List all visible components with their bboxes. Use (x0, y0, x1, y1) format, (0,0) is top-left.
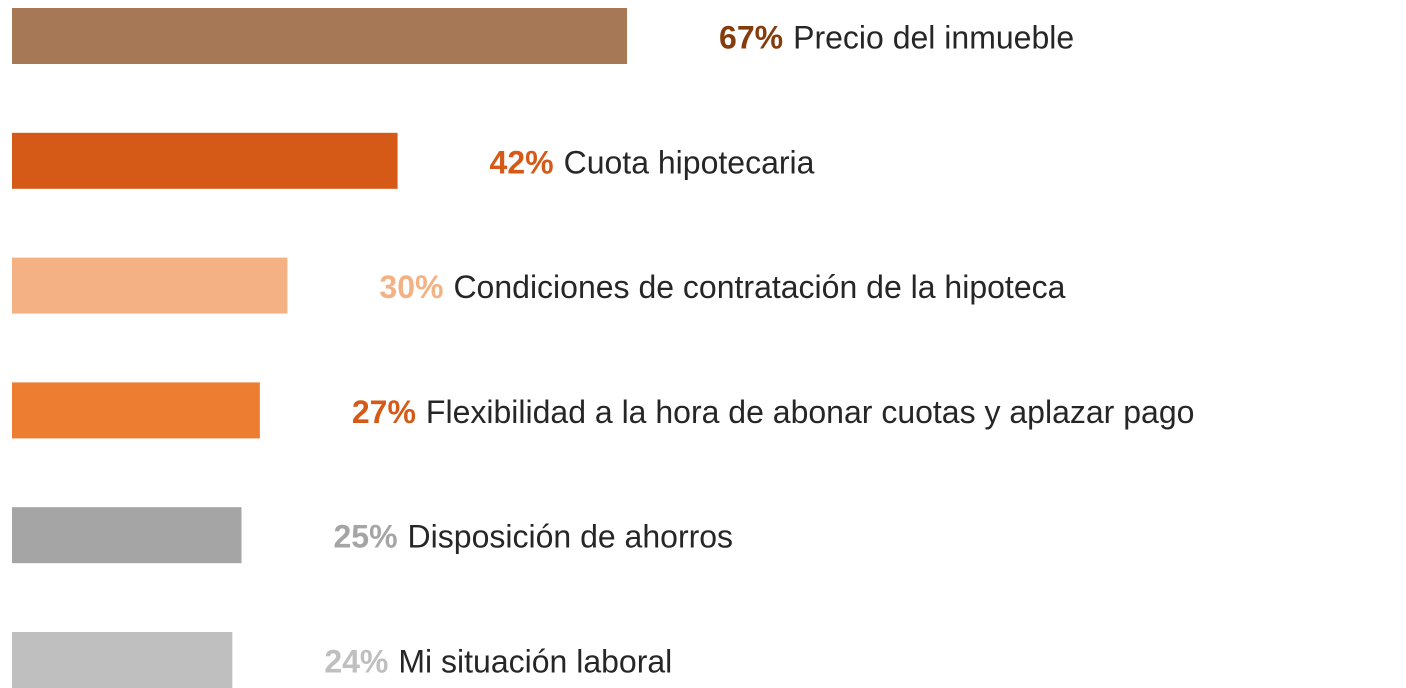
category-label: Condiciones de contratación de la hipote… (453, 269, 1065, 305)
category-label: Cuota hipotecaria (564, 144, 815, 180)
category-label: Mi situación laboral (398, 643, 672, 679)
bar (12, 382, 260, 439)
category-label: Precio del inmueble (793, 19, 1074, 55)
category-label: Flexibilidad a la hora de abonar cuotas … (426, 394, 1195, 430)
value-label: 42% (490, 144, 554, 180)
bar (12, 257, 288, 314)
value-label: 67% (719, 19, 783, 55)
bar (12, 632, 233, 688)
value-label: 30% (379, 269, 443, 305)
value-label: 24% (324, 643, 388, 679)
value-label: 25% (334, 519, 398, 555)
bar (12, 507, 242, 564)
category-label: Disposición de ahorros (408, 519, 734, 555)
bar (12, 132, 398, 189)
bar (12, 8, 628, 64)
value-label: 27% (352, 394, 416, 430)
